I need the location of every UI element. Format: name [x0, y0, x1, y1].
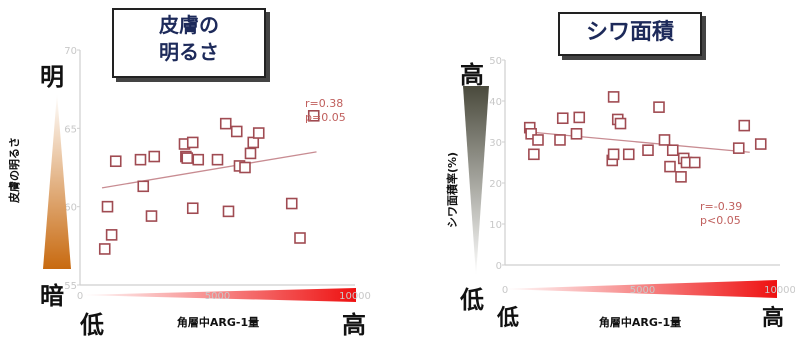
data-point	[732, 142, 745, 154]
y-scale-wedge	[43, 93, 71, 269]
data-point	[247, 136, 260, 149]
data-point	[307, 110, 320, 122]
data-point	[137, 180, 150, 193]
data-point	[666, 144, 679, 156]
x-axis-label: 角層中ARG-1量	[599, 315, 681, 329]
data-point	[554, 134, 566, 146]
x-high-label: 高	[762, 306, 785, 331]
data-point	[525, 128, 537, 140]
y-tick-label: 30	[489, 138, 502, 149]
x-axis-label: 角層中ARG-1量	[177, 315, 259, 329]
y-tick-label: 40	[489, 97, 502, 108]
data-point	[148, 150, 161, 163]
y-tick-label: 60	[64, 203, 77, 214]
data-point	[556, 112, 569, 125]
trend-line	[101, 151, 317, 189]
data-point	[192, 153, 205, 166]
data-point	[754, 138, 767, 150]
data-point	[570, 128, 583, 140]
x-high-label: 高	[342, 311, 366, 339]
data-point	[607, 148, 620, 161]
y-tick-label: 55	[64, 281, 77, 292]
x-tick-label: 10000	[764, 285, 795, 296]
data-point	[607, 91, 620, 103]
data-point	[614, 117, 627, 130]
y-tick-label: 20	[489, 179, 502, 190]
scale-bottom-label: 暗	[40, 282, 64, 310]
data-point	[186, 202, 199, 215]
y-tick-label: 0	[496, 261, 502, 272]
data-point	[573, 111, 586, 124]
data-point	[239, 161, 251, 174]
data-point	[528, 148, 540, 161]
stats-annotation: r=-0.39	[700, 200, 742, 213]
x-scale-wedge	[78, 288, 356, 302]
data-point	[532, 134, 544, 146]
data-point	[145, 210, 158, 222]
stats-annotation: r=0.38	[305, 97, 343, 110]
scale-top-label: 明	[40, 63, 64, 91]
y-axis-label: 皮膚の明るさ	[7, 137, 21, 204]
y-axis-label: シワ面積率(%)	[445, 152, 459, 228]
data-point	[101, 200, 114, 213]
data-point	[222, 205, 235, 218]
y-tick-label: 70	[64, 46, 77, 57]
x-low-label: 低	[80, 311, 104, 339]
stats-annotation: p=0.05	[305, 111, 346, 124]
y-tick-label: 50	[489, 56, 502, 67]
data-point	[230, 125, 243, 138]
chart-title-box: シワ面積	[558, 12, 702, 56]
scale-top-label: 高	[460, 61, 484, 89]
chart-title-box: 皮膚の 明るさ	[112, 8, 266, 78]
data-point	[285, 197, 298, 210]
data-point	[186, 136, 199, 149]
x-tick-label: 0	[77, 291, 83, 302]
data-point	[738, 119, 751, 132]
data-point	[294, 232, 306, 244]
data-point	[181, 152, 194, 164]
x-tick-label: 0	[502, 285, 508, 296]
data-point	[252, 127, 265, 139]
x-scale-wedge	[502, 280, 777, 298]
chart-title: 皮膚の 明るさ	[159, 13, 219, 64]
stats-annotation: p<0.05	[700, 214, 741, 227]
data-point	[653, 101, 665, 113]
chart-panel: 50 40 30 20 10 0 0 5000 10000 シワ面積率(%) 角層中ARG-1量 r=…	[445, 56, 795, 329]
x-tick-label: 10000	[339, 291, 371, 302]
data-point	[244, 147, 257, 160]
y-tick-label: 65	[64, 124, 77, 135]
data-point	[664, 160, 676, 173]
y-scale-wedge	[463, 86, 489, 276]
data-point	[688, 156, 701, 169]
data-point	[134, 153, 147, 166]
scale-bottom-label: 低	[460, 286, 484, 314]
data-point	[675, 171, 687, 183]
data-point	[219, 117, 232, 130]
data-point	[622, 148, 635, 161]
x-low-label: 低	[497, 306, 520, 331]
x-tick-label: 5000	[630, 285, 655, 296]
data-point	[658, 134, 671, 146]
y-tick-label: 10	[489, 220, 502, 231]
data-point	[98, 243, 111, 255]
x-tick-label: 5000	[205, 291, 230, 302]
data-point	[642, 144, 654, 156]
data-point	[109, 155, 122, 168]
data-point	[105, 229, 118, 241]
chart-title: シワ面積	[585, 20, 674, 45]
data-point	[211, 153, 224, 166]
